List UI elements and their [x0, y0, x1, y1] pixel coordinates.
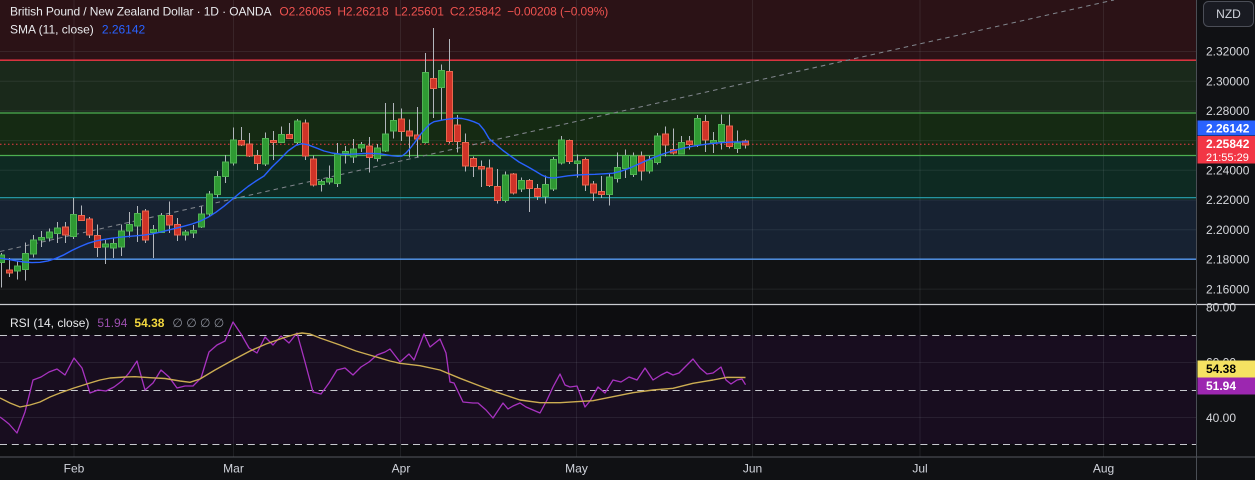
svg-text:21:55:29: 21:55:29 [1206, 152, 1249, 164]
svg-text:2.30000: 2.30000 [1206, 74, 1250, 88]
svg-text:2.16000: 2.16000 [1206, 282, 1250, 296]
svg-text:Mar: Mar [223, 462, 244, 476]
svg-text:2.26142: 2.26142 [1206, 122, 1250, 136]
svg-text:May: May [565, 462, 588, 476]
svg-text:Apr: Apr [392, 462, 411, 476]
svg-text:Jul: Jul [912, 462, 927, 476]
svg-text:NZD: NZD [1216, 7, 1241, 21]
svg-text:40.00: 40.00 [1206, 411, 1236, 425]
svg-text:51.94: 51.94 [1206, 379, 1236, 393]
svg-text:80.00: 80.00 [1206, 301, 1236, 315]
svg-text:2.25842: 2.25842 [1206, 137, 1250, 151]
svg-text:54.38: 54.38 [1206, 362, 1236, 376]
svg-text:2.28000: 2.28000 [1206, 104, 1250, 118]
svg-text:2.18000: 2.18000 [1206, 253, 1250, 267]
svg-text:2.22000: 2.22000 [1206, 193, 1250, 207]
svg-text:Aug: Aug [1093, 462, 1114, 476]
svg-text:Feb: Feb [64, 462, 85, 476]
svg-text:British Pound / New Zealand Do: British Pound / New Zealand Dollar · 1D … [10, 5, 608, 19]
svg-text:Jun: Jun [743, 462, 762, 476]
svg-text:2.20000: 2.20000 [1206, 223, 1250, 237]
svg-text:2.24000: 2.24000 [1206, 164, 1250, 178]
svg-text:SMA (11, close)2.26142: SMA (11, close) 2.26142 [10, 23, 146, 37]
svg-text:2.32000: 2.32000 [1206, 45, 1250, 59]
